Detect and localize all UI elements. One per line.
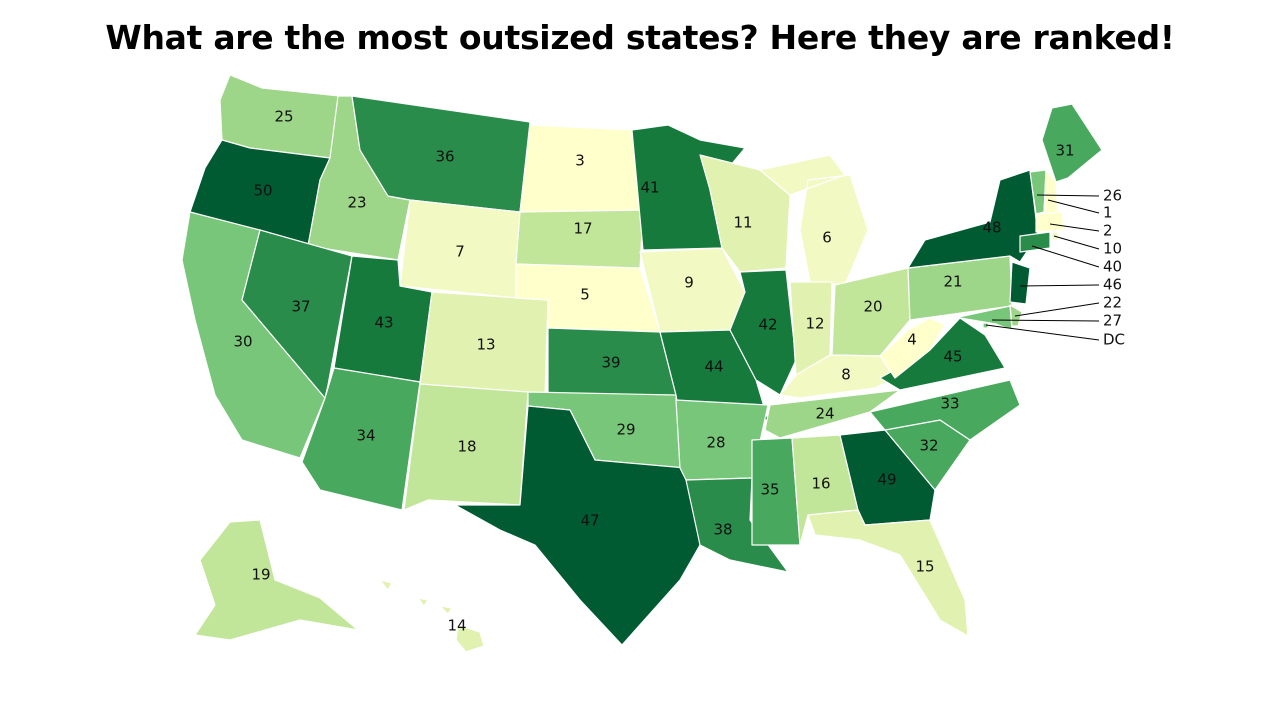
state-il bbox=[729, 269, 797, 396]
state-oh bbox=[831, 267, 911, 357]
rank-label-ky: 8 bbox=[841, 366, 851, 384]
state-tn bbox=[764, 389, 901, 439]
state-dc bbox=[982, 322, 989, 329]
rank-label-ak: 19 bbox=[251, 566, 270, 584]
rank-label-nv: 37 bbox=[291, 298, 310, 316]
callout-label-md: 27 bbox=[1103, 312, 1122, 330]
rank-label-ia: 9 bbox=[684, 274, 694, 292]
rank-label-ms: 35 bbox=[760, 481, 779, 499]
rank-label-ar: 28 bbox=[706, 434, 725, 452]
rank-label-mn: 41 bbox=[640, 179, 659, 197]
rank-label-wi: 11 bbox=[733, 214, 752, 232]
state-ms bbox=[751, 437, 801, 546]
rank-label-ne: 5 bbox=[580, 286, 590, 304]
callout-label-nh: 1 bbox=[1103, 204, 1113, 222]
rank-label-sd: 17 bbox=[573, 220, 592, 238]
rank-label-az: 34 bbox=[356, 427, 375, 445]
callout-line-nh bbox=[1047, 199, 1100, 214]
callout-label-ma: 2 bbox=[1103, 222, 1113, 240]
state-nj bbox=[1009, 261, 1031, 305]
rank-label-or: 50 bbox=[253, 182, 272, 200]
state-ma bbox=[1035, 211, 1065, 233]
rank-label-in: 12 bbox=[805, 315, 824, 333]
callout-line-nj bbox=[1019, 284, 1100, 287]
rank-label-ut: 43 bbox=[374, 314, 393, 332]
rank-label-wy: 7 bbox=[455, 243, 465, 261]
rank-label-nm: 18 bbox=[457, 438, 476, 456]
rank-label-me: 31 bbox=[1055, 142, 1074, 160]
rank-label-tx: 47 bbox=[580, 512, 599, 530]
state-ny bbox=[907, 169, 1039, 269]
callout-line-md bbox=[991, 319, 1100, 322]
map-title: What are the most outsized states? Here … bbox=[105, 18, 1175, 57]
state-nm bbox=[403, 383, 529, 511]
rank-label-mi: 6 bbox=[822, 229, 832, 247]
rank-label-al: 16 bbox=[811, 475, 830, 493]
callout-line-vt bbox=[1036, 194, 1100, 197]
rank-label-ca: 30 bbox=[233, 333, 252, 351]
rank-label-nc: 33 bbox=[940, 395, 959, 413]
state-wv bbox=[879, 317, 946, 379]
rank-label-la: 38 bbox=[713, 521, 732, 539]
callout-line-dc bbox=[985, 324, 1100, 341]
rank-label-wv: 4 bbox=[907, 331, 917, 349]
state-ak bbox=[194, 519, 359, 641]
rank-label-mo: 44 bbox=[704, 358, 723, 376]
callout-label-ct: 40 bbox=[1103, 258, 1122, 276]
state-tx bbox=[454, 405, 701, 646]
rank-label-wa: 25 bbox=[274, 108, 293, 126]
callout-line-ct bbox=[1031, 245, 1100, 268]
states-layer bbox=[181, 74, 1103, 653]
callout-label-dc: DC bbox=[1103, 331, 1125, 349]
callout-label-vt: 26 bbox=[1103, 187, 1122, 205]
callout-line-ri bbox=[1053, 235, 1100, 250]
rank-label-mt: 36 bbox=[435, 148, 454, 166]
state-ct bbox=[1019, 231, 1051, 253]
rank-label-nd: 3 bbox=[575, 152, 585, 170]
rank-label-hi: 14 bbox=[447, 617, 466, 635]
callout-line-ma bbox=[1049, 223, 1100, 232]
rank-label-ny: 48 bbox=[982, 219, 1001, 237]
rank-label-va: 45 bbox=[943, 348, 962, 366]
rank-label-ok: 29 bbox=[616, 421, 635, 439]
rank-label-tn: 24 bbox=[815, 405, 834, 423]
state-hi bbox=[379, 579, 485, 653]
rank-label-fl: 15 bbox=[915, 558, 934, 576]
callout-line-de bbox=[1014, 302, 1100, 317]
rank-label-sc: 32 bbox=[919, 437, 938, 455]
rank-label-oh: 20 bbox=[863, 298, 882, 316]
state-fl bbox=[807, 509, 969, 637]
callout-label-de: 22 bbox=[1103, 294, 1122, 312]
rank-label-ks: 39 bbox=[601, 354, 620, 372]
callout-label-nj: 46 bbox=[1103, 276, 1122, 294]
rank-labels-layer: 2550302337367433413183175392947419442838… bbox=[233, 108, 1074, 635]
rank-label-pa: 21 bbox=[943, 273, 962, 291]
rank-label-id: 23 bbox=[347, 194, 366, 212]
callout-label-ri: 10 bbox=[1103, 240, 1122, 258]
rank-label-ga: 49 bbox=[877, 471, 896, 489]
rank-label-co: 13 bbox=[476, 336, 495, 354]
state-nc bbox=[869, 379, 1021, 441]
rank-label-il: 42 bbox=[758, 316, 777, 334]
